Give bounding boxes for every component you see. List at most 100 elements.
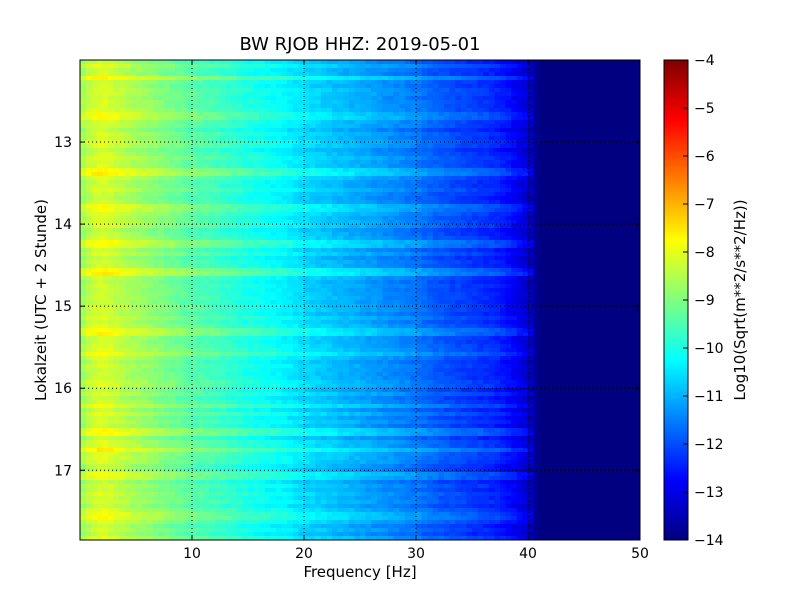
heatmap-cell [376, 252, 383, 257]
heatmap-cell [214, 60, 221, 65]
heatmap-cell [500, 256, 506, 261]
heatmap-cell [119, 96, 126, 101]
heatmap-cell [304, 160, 310, 165]
heatmap-cell [494, 240, 501, 245]
heatmap-cell [96, 164, 103, 169]
heatmap-cell [186, 80, 193, 85]
heatmap-cell [578, 100, 585, 105]
heatmap-cell [152, 112, 159, 117]
heatmap-cell [192, 128, 198, 133]
heatmap-cell [477, 148, 484, 153]
heatmap-cell [253, 212, 260, 217]
heatmap-cell [136, 196, 142, 201]
heatmap-cell [164, 124, 170, 129]
heatmap-cell [376, 164, 383, 169]
heatmap-cell [270, 220, 277, 225]
heatmap-cell [332, 228, 338, 233]
heatmap-cell [388, 240, 394, 245]
heatmap-cell [343, 188, 350, 193]
heatmap-cell [259, 208, 266, 213]
heatmap-cell [96, 220, 103, 225]
heatmap-cell [511, 236, 518, 241]
heatmap-cell [175, 204, 182, 209]
heatmap-cell [332, 84, 338, 89]
heatmap-cell [236, 92, 243, 97]
heatmap-cell [124, 124, 131, 129]
heatmap-cell [427, 116, 434, 121]
heatmap-cell [567, 148, 574, 153]
heatmap-cell [180, 192, 187, 197]
heatmap-cell [600, 248, 607, 253]
heatmap-cell [225, 112, 232, 117]
heatmap-cell [628, 168, 635, 173]
heatmap-cell [270, 204, 277, 209]
heatmap-cell [214, 248, 221, 253]
heatmap-cell [304, 184, 310, 189]
heatmap-cell [158, 244, 165, 249]
heatmap-cell [203, 164, 210, 169]
heatmap-cell [432, 148, 439, 153]
heatmap-cell [214, 124, 221, 129]
heatmap-cell [634, 148, 641, 153]
heatmap-cell [539, 152, 546, 157]
heatmap-cell [606, 140, 613, 145]
heatmap-cell [544, 152, 551, 157]
heatmap-cell [483, 164, 490, 169]
heatmap-cell [231, 248, 238, 253]
heatmap-cell [393, 188, 400, 193]
heatmap-cell [102, 212, 109, 217]
heatmap-cell [578, 160, 585, 165]
heatmap-cell [382, 156, 389, 161]
heatmap-cell [298, 128, 305, 133]
heatmap-cell [304, 228, 310, 233]
heatmap-cell [567, 156, 574, 161]
heatmap-cell [147, 152, 154, 157]
heatmap-cell [533, 208, 540, 213]
heatmap-cell [572, 252, 579, 257]
heatmap-cell [612, 148, 618, 153]
heatmap-cell [617, 168, 624, 173]
heatmap-cell [96, 216, 103, 221]
heatmap-cell [388, 116, 394, 121]
heatmap-cell [444, 192, 450, 197]
heatmap-cell [220, 76, 226, 81]
heatmap-cell [354, 244, 361, 249]
heatmap-cell [595, 184, 602, 189]
heatmap-cell [505, 164, 512, 169]
heatmap-cell [180, 96, 187, 101]
heatmap-cell [220, 176, 226, 181]
heatmap-cell [169, 88, 176, 93]
heatmap-cell [287, 196, 294, 201]
heatmap-cell [376, 144, 383, 149]
heatmap-cell [628, 244, 635, 249]
heatmap-cell [404, 164, 411, 169]
heatmap-cell [130, 216, 137, 221]
heatmap-cell [494, 72, 501, 77]
heatmap-cell [276, 216, 282, 221]
heatmap-cell [606, 216, 613, 221]
heatmap-cell [315, 156, 322, 161]
heatmap-cell [164, 204, 170, 209]
heatmap-cell [152, 216, 159, 221]
heatmap-cell [169, 80, 176, 85]
heatmap-cell [91, 248, 98, 253]
heatmap-cell [348, 100, 355, 105]
heatmap-cell [360, 120, 366, 125]
heatmap-cell [337, 104, 344, 109]
heatmap-cell [556, 156, 562, 161]
heatmap-cell [477, 64, 484, 69]
heatmap-cell [119, 68, 126, 73]
heatmap-cell [214, 84, 221, 89]
heatmap-cell [332, 168, 338, 173]
heatmap-cell [298, 172, 305, 177]
heatmap-cell [315, 132, 322, 137]
heatmap-cell [393, 76, 400, 81]
heatmap-cell [96, 96, 103, 101]
heatmap-cell [152, 68, 159, 73]
heatmap-cell [544, 140, 551, 145]
heatmap-cell [208, 128, 215, 133]
heatmap-cell [214, 152, 221, 157]
heatmap-cell [208, 216, 215, 221]
heatmap-cell [578, 76, 585, 81]
heatmap-cell [304, 92, 310, 97]
